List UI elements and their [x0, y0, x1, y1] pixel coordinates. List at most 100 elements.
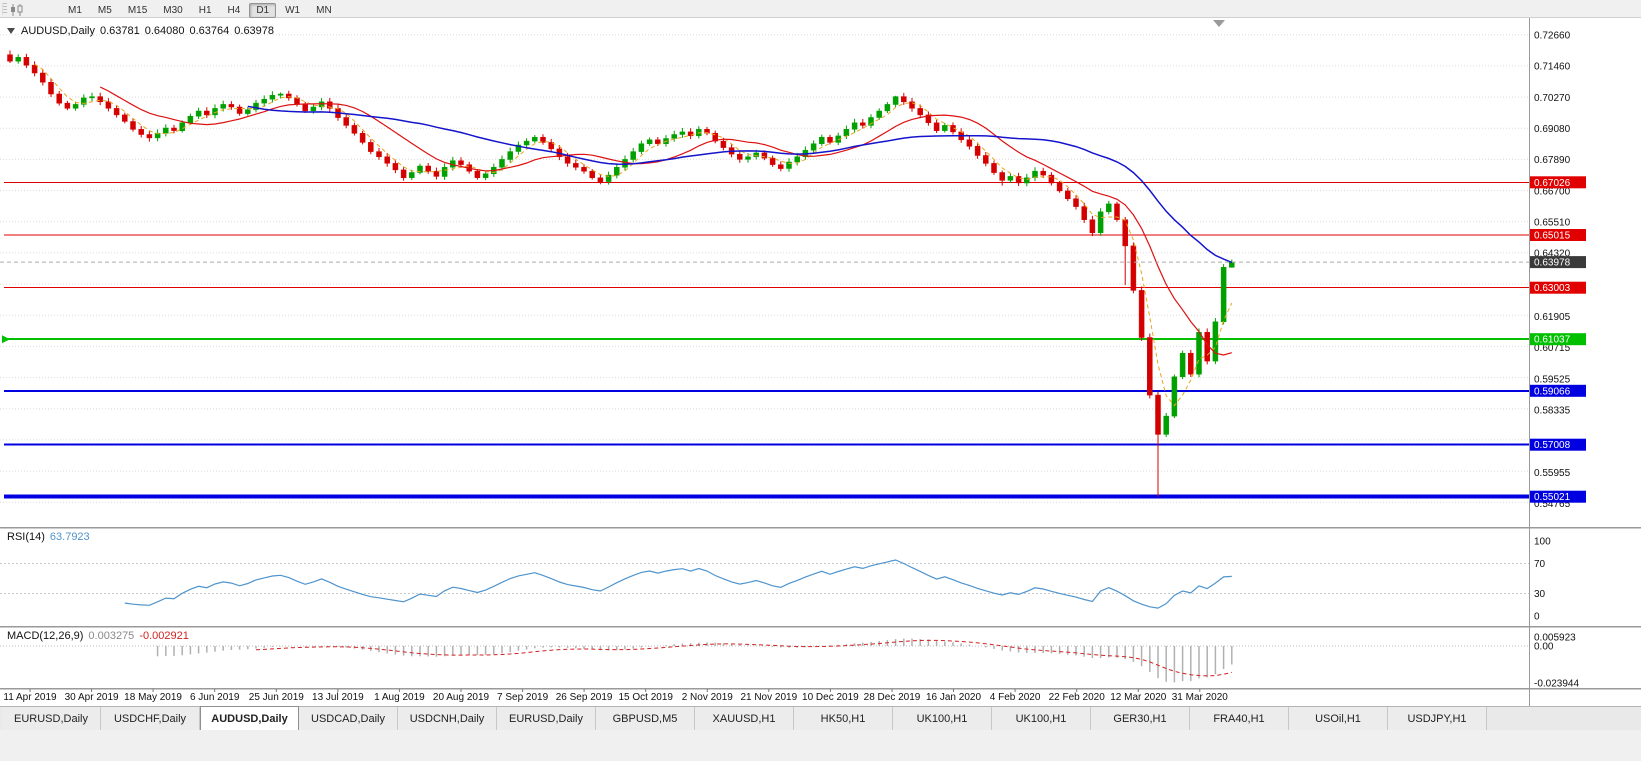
price-tick-label: 0.61905 — [1534, 312, 1571, 323]
chart-tab-usdcad-daily[interactable]: USDCAD,Daily — [299, 707, 398, 730]
chart-tab-ger30-h1[interactable]: GER30,H1 — [1091, 707, 1190, 730]
price-tick-label: 0.66700 — [1534, 186, 1571, 197]
svg-text:0.65015: 0.65015 — [1534, 231, 1571, 242]
svg-text:0.57008: 0.57008 — [1534, 440, 1571, 451]
date-label: 6 Jun 2019 — [190, 692, 240, 703]
price-tick-label: 0.65510 — [1534, 218, 1571, 229]
svg-text:0.59066: 0.59066 — [1534, 386, 1571, 397]
timeframe-button-w1[interactable]: W1 — [285, 4, 301, 16]
date-label: 12 Mar 2020 — [1110, 692, 1167, 703]
timeframe-button-mn[interactable]: MN — [316, 4, 332, 16]
price-badge-0.59066: 0.59066 — [1530, 384, 1586, 397]
date-label: 31 Mar 2020 — [1172, 692, 1229, 703]
chart-tab-usoil-h1[interactable]: USOil,H1 — [1289, 707, 1388, 730]
price-badge-0.55021: 0.55021 — [1530, 490, 1586, 503]
price-chart-svg[interactable]: 0.72660 0.71460 0.70270 0.69080 0.67890 0.667… — [0, 18, 1641, 706]
chart-high: 0.64080 — [144, 25, 185, 37]
chart-tab-gbpusd-m5[interactable]: GBPUSD,M5 — [596, 707, 695, 730]
date-label: 13 Jul 2019 — [312, 692, 364, 703]
price-badge-0.57008: 0.57008 — [1530, 438, 1586, 451]
price-tick-label: 0.58335 — [1534, 405, 1571, 416]
macd-main-value: 0.003275 — [88, 630, 135, 642]
price-badge-0.65015: 0.65015 — [1530, 229, 1586, 242]
rsi-line — [124, 559, 1232, 609]
timeframe-button-m15[interactable]: M15 — [127, 4, 148, 16]
chart-background — [0, 18, 1641, 706]
rsi-axis: 100 70 30 0 — [1534, 537, 1551, 623]
macd-label: MACD(12,26,9) 0.003275 -0.002921 — [7, 630, 189, 642]
chart-tab-usdchf-daily[interactable]: USDCHF,Daily — [101, 707, 200, 730]
horizontal-levels-layer — [2, 181, 1529, 499]
chart-tab-xauusd-h1[interactable]: XAUUSD,H1 — [695, 707, 794, 730]
date-label: 4 Feb 2020 — [990, 692, 1041, 703]
chart-tab-audusd-daily[interactable]: AUDUSD,Daily — [200, 706, 299, 730]
rsi-tick-label: 30 — [1534, 589, 1546, 600]
price-tick-label: 0.67890 — [1534, 155, 1571, 166]
chart-area[interactable]: 0.72660 0.71460 0.70270 0.69080 0.67890 0.667… — [0, 18, 1641, 706]
price-badge-0.61037: 0.61037 — [1530, 333, 1586, 346]
chart-marker-icon — [7, 28, 15, 34]
date-label: 30 Apr 2019 — [65, 692, 119, 703]
timeframe-button-h1[interactable]: H1 — [198, 4, 212, 16]
chart-symbol: AUDUSD,Daily — [21, 25, 95, 37]
date-label: 20 Aug 2019 — [433, 692, 490, 703]
candlestick-chart-icon[interactable] — [10, 3, 24, 16]
date-label: 26 Sep 2019 — [556, 692, 613, 703]
level-left-marker — [2, 335, 10, 344]
price-badge-0.63003: 0.63003 — [1530, 281, 1586, 294]
price-tick-label: 0.59525 — [1534, 374, 1571, 385]
chart-low: 0.63764 — [189, 25, 230, 37]
date-label: 18 May 2019 — [124, 692, 182, 703]
chart-tab-uk100-h1[interactable]: UK100,H1 — [992, 707, 1091, 730]
chart-tab-uk100-h1[interactable]: UK100,H1 — [893, 707, 992, 730]
price-tick-label: 0.70270 — [1534, 93, 1571, 104]
svg-text:0.63003: 0.63003 — [1534, 283, 1571, 294]
timeframe-button-m1[interactable]: M1 — [68, 4, 82, 16]
chart-close: 0.63978 — [234, 25, 275, 37]
date-label: 7 Sep 2019 — [497, 692, 549, 703]
price-tick-label: 0.55955 — [1534, 468, 1571, 479]
chart-tab-eurusd-daily[interactable]: EURUSD,Daily — [2, 707, 101, 730]
chart-tab-hk50-h1[interactable]: HK50,H1 — [794, 707, 893, 730]
timeframe-buttons: M1 M5 M15 M30 H1 H4 D1 W1 MN — [60, 0, 340, 18]
price-tick-label: 0.69080 — [1534, 124, 1571, 135]
date-label: 1 Aug 2019 — [374, 692, 425, 703]
date-label: 16 Jan 2020 — [926, 692, 981, 703]
svg-text:0.61037: 0.61037 — [1534, 335, 1571, 346]
chart-tab-usdcnh-daily[interactable]: USDCNH,Daily — [398, 707, 497, 730]
timeframe-button-m30[interactable]: M30 — [163, 4, 183, 16]
svg-text:0.55021: 0.55021 — [1534, 492, 1571, 503]
chart-tab-usdjpy-h1[interactable]: USDJPY,H1 — [1388, 707, 1487, 730]
price-tick-label: 0.54765 — [1534, 499, 1571, 510]
price-tick-label: 0.71460 — [1534, 62, 1571, 73]
rsi-name: RSI(14) — [7, 531, 45, 543]
current-price-badge: 0.63978 — [1530, 256, 1586, 269]
macd-tick-label: 0.00 — [1534, 642, 1554, 653]
chart-title: AUDUSD,Daily 0.63781 0.64080 0.63764 0.6… — [7, 25, 274, 37]
price-tick-label: 0.60715 — [1534, 343, 1571, 354]
timeframe-button-h4[interactable]: H4 — [227, 4, 241, 16]
price-tick-label: 0.64320 — [1534, 249, 1571, 260]
date-label: 28 Dec 2019 — [864, 692, 921, 703]
macd-tick-label: -0.023944 — [1534, 678, 1579, 689]
chart-tab-fra40-h1[interactable]: FRA40,H1 — [1190, 707, 1289, 730]
timeframe-button-d1[interactable]: D1 — [249, 2, 277, 18]
chart-tab-eurusd-daily[interactable]: EURUSD,Daily — [497, 707, 596, 730]
macd-signal-value: -0.002921 — [139, 630, 189, 642]
chart-open: 0.63781 — [99, 25, 140, 37]
rsi-tick-label: 0 — [1534, 612, 1540, 623]
date-axis: 11 Apr 2019 30 Apr 2019 18 May 2019 6 Jun 2… — [3, 689, 1228, 703]
date-label: 2 Nov 2019 — [682, 692, 734, 703]
svg-text:0.67026: 0.67026 — [1534, 178, 1571, 189]
rsi-tick-label: 100 — [1534, 537, 1551, 548]
macd-signal-line — [255, 639, 1232, 677]
rsi-value: 63.7923 — [49, 531, 90, 543]
toolbar-grip[interactable] — [2, 2, 7, 15]
chart-tabbar: EURUSD,Daily USDCHF,Daily AUDUSD,Daily USDC… — [0, 706, 1641, 730]
timeframe-button-m5[interactable]: M5 — [97, 4, 112, 16]
rsi-tick-label: 70 — [1534, 559, 1546, 570]
chart-shift-marker-icon — [1213, 20, 1225, 27]
date-label: 10 Dec 2019 — [802, 692, 859, 703]
